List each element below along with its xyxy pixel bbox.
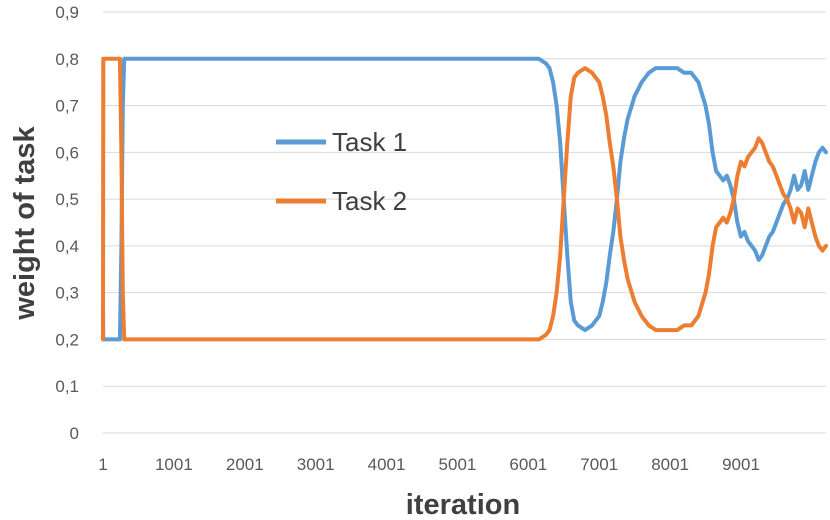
x-tick-label: 7001 <box>580 455 618 474</box>
legend-label-task-2: Task 2 <box>332 186 407 216</box>
x-tick-label: 9001 <box>722 455 760 474</box>
series-lines <box>101 56 828 342</box>
series-line-task-1 <box>101 56 828 342</box>
x-tick-label: 5001 <box>439 455 477 474</box>
y-tick-label: 0,7 <box>55 97 79 116</box>
y-tick-label: 0 <box>70 424 79 443</box>
legend: Task 1 Task 2 <box>276 127 407 216</box>
x-tick-label: 8001 <box>651 455 689 474</box>
x-tick-label: 1001 <box>155 455 193 474</box>
y-tick-label: 0,8 <box>55 50 79 69</box>
y-tick-label: 0,9 <box>55 3 79 22</box>
x-axis-title: iteration <box>406 489 520 520</box>
y-tick-label: 0,6 <box>55 143 79 162</box>
series-line-task-2 <box>101 56 828 342</box>
x-axis-ticks: 1 1001 2001 3001 4001 5001 6001 7001 8001 9001 <box>98 455 760 474</box>
y-tick-label: 0,3 <box>55 284 79 303</box>
y-axis-ticks: 0 0,1 0,2 0,3 0,4 0,5 0,6 0,7 0,8 0,9 <box>55 3 79 443</box>
x-tick-label: 1 <box>98 455 107 474</box>
x-tick-label: 3001 <box>297 455 335 474</box>
y-tick-label: 0,5 <box>55 190 79 209</box>
x-tick-label: 2001 <box>226 455 264 474</box>
y-tick-label: 0,4 <box>55 237 79 256</box>
x-tick-label: 4001 <box>368 455 406 474</box>
y-tick-label: 0,1 <box>55 377 79 396</box>
y-axis-title: weight of task <box>9 125 41 320</box>
legend-label-task-1: Task 1 <box>332 127 407 157</box>
x-tick-label: 6001 <box>509 455 547 474</box>
y-tick-label: 0,2 <box>55 330 79 349</box>
